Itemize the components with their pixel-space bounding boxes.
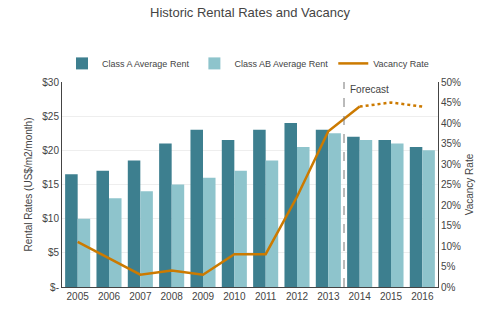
svg-text:2008: 2008	[161, 291, 184, 302]
svg-text:$5: $5	[48, 247, 60, 258]
svg-text:40%: 40%	[441, 118, 461, 129]
svg-text:2013: 2013	[317, 291, 340, 302]
svg-text:2005: 2005	[67, 291, 90, 302]
svg-text:$10: $10	[42, 213, 59, 224]
svg-text:2009: 2009	[192, 291, 215, 302]
svg-text:Rental Rates (US$/m2/month): Rental Rates (US$/m2/month)	[23, 118, 34, 252]
svg-text:10%: 10%	[441, 241, 461, 252]
svg-text:20%: 20%	[441, 200, 461, 211]
svg-text:2010: 2010	[223, 291, 246, 302]
svg-text:2014: 2014	[349, 291, 372, 302]
svg-text:$-: $-	[50, 282, 59, 293]
svg-text:50%: 50%	[441, 77, 461, 88]
svg-text:35%: 35%	[441, 138, 461, 149]
svg-text:$30: $30	[42, 77, 59, 88]
svg-text:15%: 15%	[441, 220, 461, 231]
svg-text:2007: 2007	[129, 291, 152, 302]
svg-text:$15: $15	[42, 179, 59, 190]
svg-text:45%: 45%	[441, 97, 461, 108]
svg-text:5%: 5%	[441, 261, 456, 272]
svg-text:Class AB Average Rent: Class AB Average Rent	[234, 59, 328, 69]
svg-text:Vacancy Rate: Vacancy Rate	[464, 153, 475, 215]
svg-text:0%: 0%	[441, 282, 456, 293]
svg-text:$25: $25	[42, 111, 59, 122]
svg-text:2006: 2006	[98, 291, 121, 302]
svg-text:30%: 30%	[441, 159, 461, 170]
svg-text:2011: 2011	[255, 291, 277, 302]
svg-text:Class A Average Rent: Class A Average Rent	[102, 59, 189, 69]
svg-text:Forecast: Forecast	[350, 84, 389, 95]
svg-text:2016: 2016	[411, 291, 434, 302]
svg-text:Vacancy Rate: Vacancy Rate	[373, 59, 428, 69]
svg-text:25%: 25%	[441, 179, 461, 190]
svg-text:2015: 2015	[380, 291, 403, 302]
svg-text:2012: 2012	[286, 291, 309, 302]
svg-text:$20: $20	[42, 145, 59, 156]
svg-text:Historic Rental Rates and Vaca: Historic Rental Rates and Vacancy	[150, 5, 350, 20]
